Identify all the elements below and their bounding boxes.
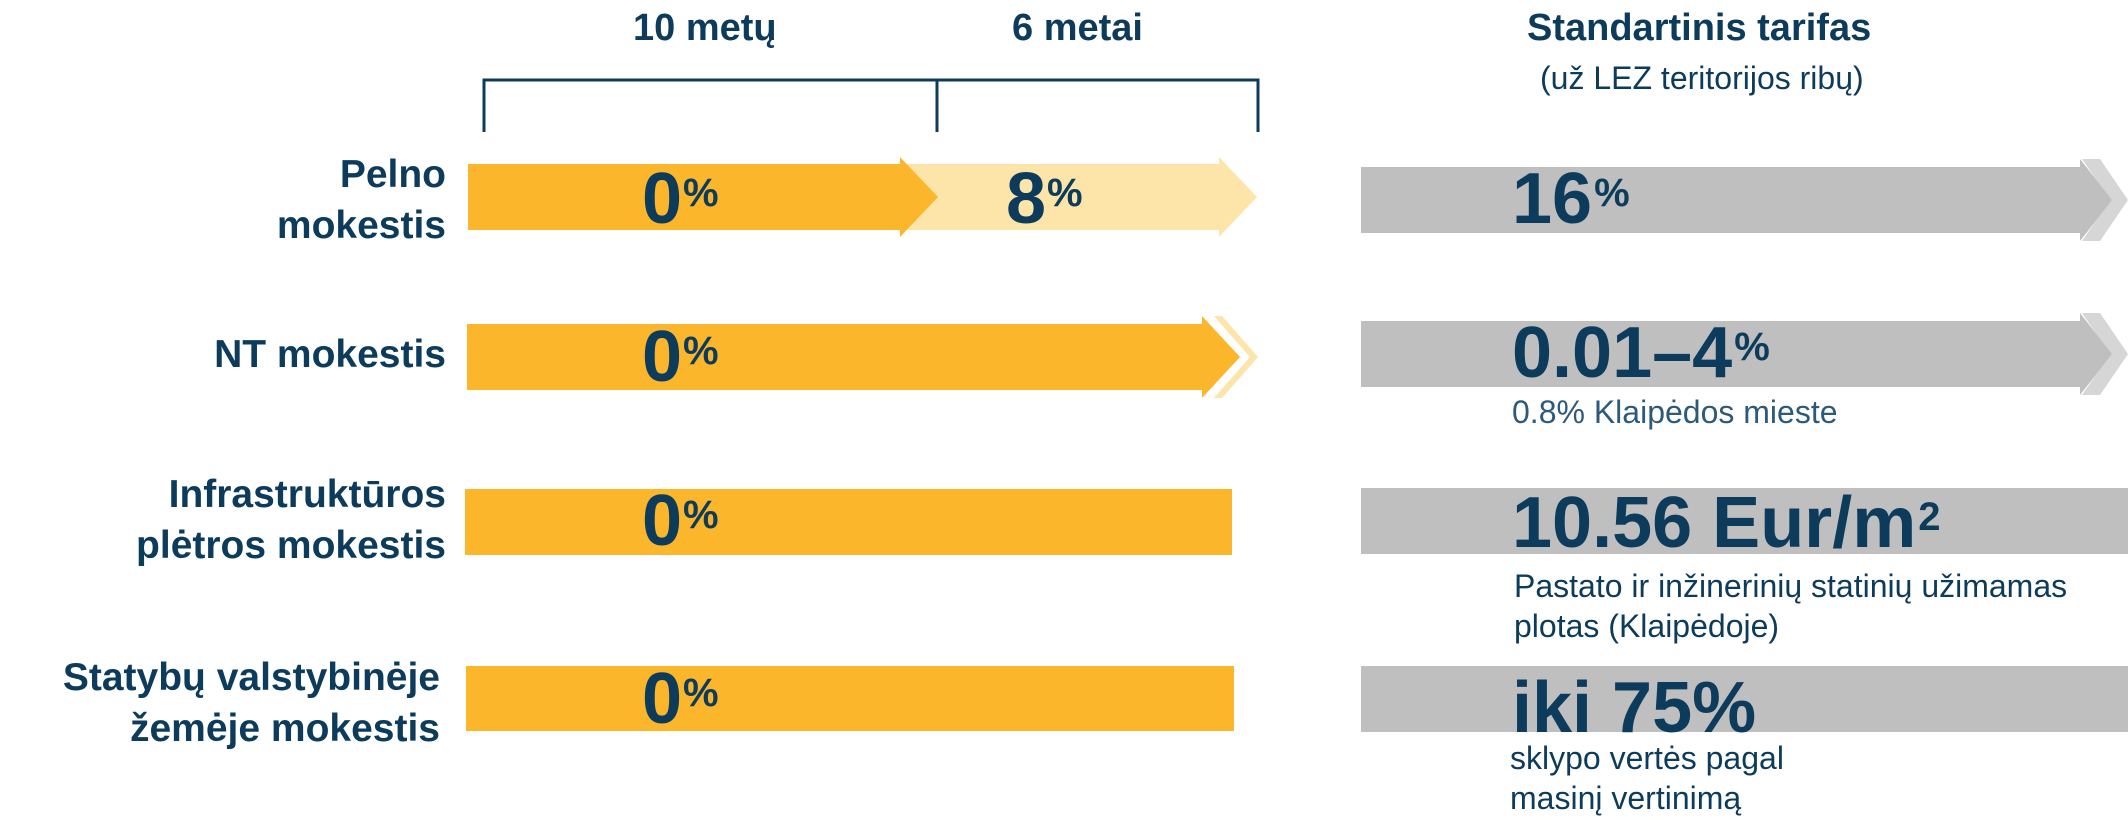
row-label-profit-tax: Pelno mokestis — [276, 153, 446, 247]
profit-tax-rate-first-period: 0% — [642, 159, 719, 239]
property-tax-rate: 0% — [642, 317, 719, 397]
row-label-state-land-tax: Statybų valstybinėje žemėje mokestis — [62, 656, 440, 750]
period-label-10-years: 10 metų — [633, 7, 777, 49]
row-label-property-tax: NT mokestis — [214, 333, 446, 376]
infrastructure-standard-rate: 10.56 Eur/m2 — [1512, 483, 1941, 563]
state-land-standard-bar — [1361, 666, 2128, 732]
infrastructure-standard-note: Pastato ir inžinerinių statinių užimamas… — [1514, 568, 2068, 644]
property-tax-standard-note: 0.8% Klaipėdos mieste — [1512, 394, 1838, 430]
infrastructure-tax-bar — [465, 489, 1232, 555]
state-land-standard-note: sklypo vertės pagal masinį vertinimą — [1510, 740, 1784, 816]
property-tax-standard-arrow — [1361, 313, 2128, 395]
standard-rate-subtitle: (už LEZ teritorijos ribų) — [1540, 60, 1864, 96]
profit-tax-rate-second-period: 8% — [1006, 159, 1083, 239]
state-land-tax-bar — [466, 666, 1234, 731]
row-label-infrastructure-tax: Infrastruktūros plėtros mokestis — [136, 473, 446, 567]
property-tax-standard-rate: 0.01–4% — [1512, 313, 1770, 393]
profit-tax-standard-rate: 16% — [1512, 159, 1630, 239]
period-label-6-years: 6 metai — [1012, 7, 1143, 49]
profit-tax-standard-arrow — [1361, 159, 2128, 241]
infrastructure-standard-bar — [1361, 488, 2128, 554]
state-land-standard-rate: iki 75% — [1512, 668, 1757, 748]
infrastructure-tax-rate: 0% — [642, 481, 719, 561]
state-land-tax-rate: 0% — [642, 659, 719, 739]
standard-rate-title: Standartinis tarifas — [1527, 7, 1872, 49]
